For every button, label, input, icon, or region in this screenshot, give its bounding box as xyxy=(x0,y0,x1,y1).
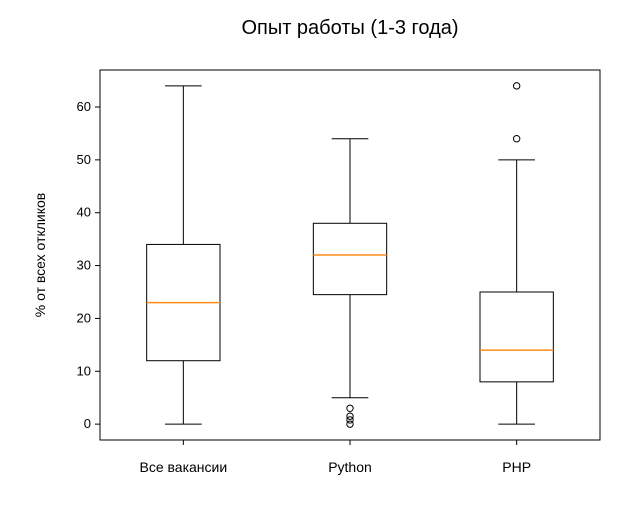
boxplot-chart: 0 10 20 30 40 50 60 % от всех откликов Опыт рабо… xyxy=(0,0,632,531)
category-label: PHP xyxy=(502,459,531,475)
outlier xyxy=(513,136,519,142)
y-tick-label: 0 xyxy=(84,416,91,431)
y-tick-label: 20 xyxy=(77,310,91,325)
chart-title: Опыт работы (1-3 года) xyxy=(241,17,458,39)
y-tick-label: 60 xyxy=(77,99,91,114)
y-tick-label: 30 xyxy=(77,258,91,273)
category-label: Все вакансии xyxy=(139,459,227,475)
box xyxy=(313,223,386,294)
y-tick-label: 10 xyxy=(77,363,91,378)
outlier xyxy=(347,405,353,411)
outlier xyxy=(513,83,519,89)
y-tick-label: 40 xyxy=(77,205,91,220)
y-axis-label: % от всех откликов xyxy=(32,193,48,317)
outlier xyxy=(347,421,353,427)
box xyxy=(480,292,553,382)
chart-svg: 0 10 20 30 40 50 60 % от всех откликов Опыт рабо… xyxy=(0,0,632,531)
y-tick-label: 50 xyxy=(77,152,91,167)
category-label: Python xyxy=(328,459,372,475)
